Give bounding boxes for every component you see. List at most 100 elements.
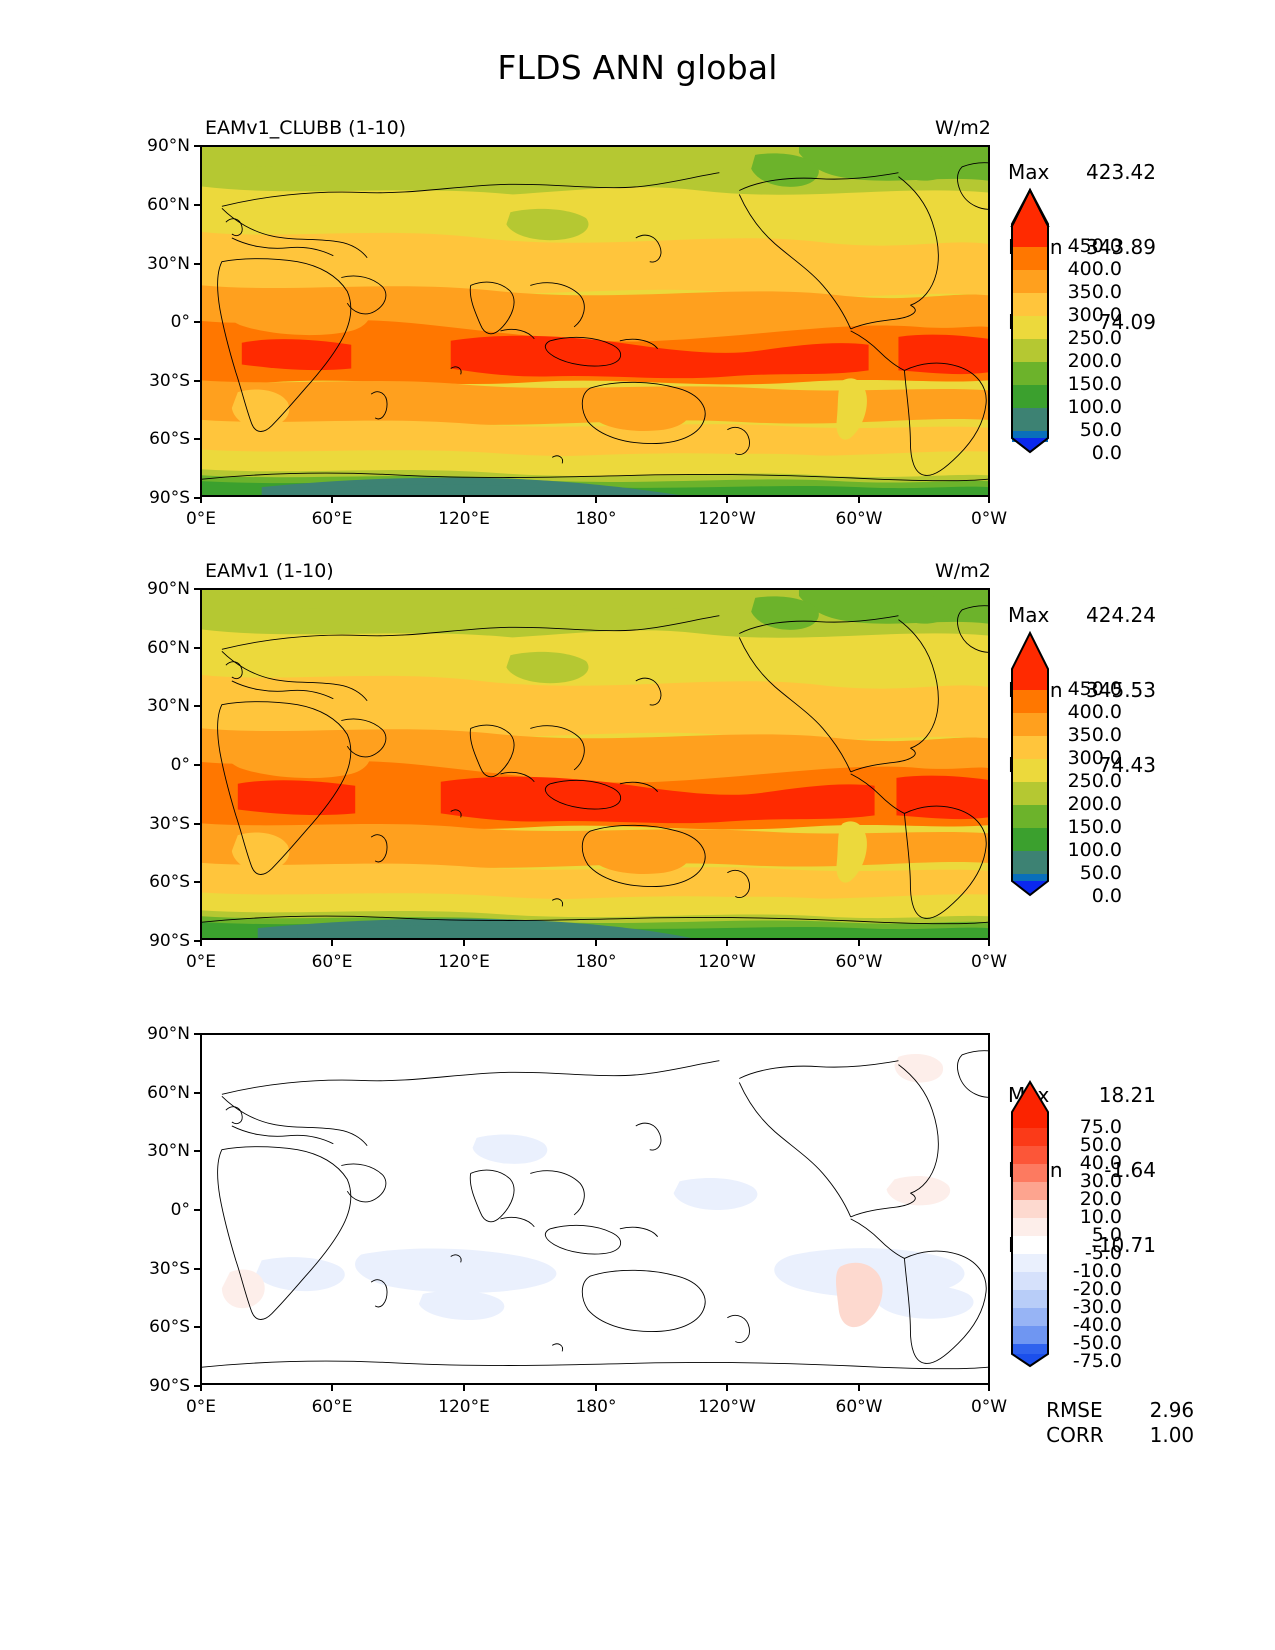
stat-value-min: 74.43 [1098,753,1156,777]
cbar-label: 400.0 [1067,701,1122,723]
tick [463,497,465,503]
xlabel-60w: 60°W [835,509,883,529]
colorbar-labels-test: 450.0 400.0 350.0 300.0 250.0 200.0 150.… [1050,186,1122,464]
tick [331,1385,333,1391]
cbar-label: 50.0 [1079,1134,1122,1156]
coastline-layer [202,590,988,938]
ylabel-60s: 60°S [149,872,190,892]
tick [194,764,200,766]
xlabel-60w: 60°W [835,1397,883,1417]
tick [194,380,200,382]
cbar-label: 350.0 [1067,724,1122,746]
stat-value-mean: 343.89 [1086,235,1156,259]
xlabel-120w: 120°W [698,952,756,972]
tick [194,1209,200,1211]
cbar-label: -5.0 [1084,1242,1122,1264]
map-panel-test [200,145,990,497]
stat-value-max: 424.24 [1086,603,1156,627]
colorbar-panel-reference [1010,629,1050,897]
tick [194,321,200,323]
ylabel-30s: 30°S [149,371,190,391]
ylabel-0: 0° [170,1200,190,1220]
tick [988,497,990,503]
stat-label-corr: CORR [1046,1423,1104,1447]
panel2-label: EAMv1 (1-10) [205,560,334,582]
panel2-units: W/m2 [935,560,991,582]
xlabel-60e: 60°E [311,1397,353,1417]
ylabel-60n: 60°N [147,1083,190,1103]
tick [194,438,200,440]
tick [726,1385,728,1391]
stat-label-max: Max [1008,160,1050,184]
tick [194,940,200,942]
tick [595,1385,597,1391]
ylabel-60n: 60°N [147,195,190,215]
tick [858,1385,860,1391]
cbar-label: 300.0 [1067,747,1122,769]
ylabel-90s: 90°S [149,488,190,508]
xlabel-180: 180° [575,509,617,529]
tick [988,940,990,946]
ylabel-90n: 90°N [147,579,190,599]
stat-value-mean: 345.53 [1086,678,1156,702]
cbar-label: 250.0 [1067,327,1122,349]
coastline-layer [202,1035,988,1383]
cbar-label: 350.0 [1067,281,1122,303]
xlabel-120e: 120°E [438,509,490,529]
xlabel-60e: 60°E [311,509,353,529]
cbar-label: 10.0 [1079,1206,1122,1228]
cbar-label: 150.0 [1067,373,1122,395]
tick [194,263,200,265]
tick [595,497,597,503]
tick [194,497,200,499]
tick [194,705,200,707]
cbar-label: 250.0 [1067,770,1122,792]
cbar-label: 450.0 [1067,678,1122,700]
stat-value-max: 423.42 [1086,160,1156,184]
contour-fill-layer [202,1035,988,1383]
cbar-label: 200.0 [1067,793,1122,815]
cbar-label: 300.0 [1067,304,1122,326]
ylabel-30n: 30°N [147,696,190,716]
cbar-label: 20.0 [1079,1188,1122,1210]
xlabel-60e: 60°E [311,952,353,972]
cbar-label: -10.0 [1072,1260,1122,1282]
stat-value-mean: -1.64 [1104,1158,1156,1182]
tick [194,1268,200,1270]
cbar-label: 50.0 [1079,419,1122,441]
stat-value-rmse: 2.96 [1149,1398,1195,1422]
xlabel-120e: 120°E [438,952,490,972]
ylabel-90n: 90°N [147,1024,190,1044]
tick [194,881,200,883]
tick [200,497,202,503]
panel1-units: W/m2 [935,117,991,139]
tick [194,823,200,825]
xlabel-0e: 0°E [185,952,217,972]
tick [858,940,860,946]
tick [194,1092,200,1094]
coastline-layer [202,147,988,495]
tick [194,1385,200,1387]
ylabel-60n: 60°N [147,638,190,658]
xlabel-120w: 120°W [698,1397,756,1417]
cbar-label: 100.0 [1067,839,1122,861]
xlabel-60w: 60°W [835,952,883,972]
ylabel-90s: 90°S [149,931,190,951]
xlabel-120e: 120°E [438,1397,490,1417]
stat-value-min: -10.71 [1091,1233,1156,1257]
cbar-label: -50.0 [1072,1332,1122,1354]
colorbar-panel-difference [1010,1078,1050,1368]
tick [858,497,860,503]
tick [726,940,728,946]
tick [331,497,333,503]
cbar-label: 50.0 [1079,862,1122,884]
colorbar-labels-reference: 450.0 400.0 350.0 300.0 250.0 200.0 150.… [1050,629,1122,907]
map-panel-difference [200,1033,990,1385]
ylabel-60s: 60°S [149,1317,190,1337]
tick [194,1033,200,1035]
xlabel-180: 180° [575,952,617,972]
cbar-label: 75.0 [1079,1116,1122,1138]
colorbar-panel-test [1010,186,1050,454]
xlabel-0w: 0°W [970,509,1008,529]
